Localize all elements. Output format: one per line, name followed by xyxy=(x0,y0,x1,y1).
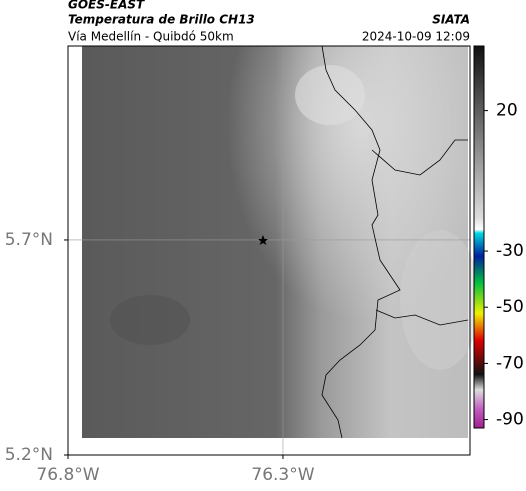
product: Temperatura de Brillo CH13 xyxy=(68,13,255,27)
x-tick-label: 76.8°W xyxy=(36,465,99,485)
region: Vía Medellín - Quibdó 50km xyxy=(68,30,234,44)
location-marker xyxy=(258,235,268,245)
colorbar xyxy=(473,45,485,429)
datetime: 2024-10-09 12:09 xyxy=(362,30,470,44)
y-tick-label: 5.2°N xyxy=(5,445,53,465)
x-tick-label: 76.3°W xyxy=(251,465,314,485)
borders xyxy=(321,45,469,439)
colorbar-tick-label: -70 xyxy=(496,353,524,373)
map-frame xyxy=(67,45,471,456)
source: SIATA xyxy=(432,13,470,27)
colorbar-tick-label: -90 xyxy=(496,410,524,430)
y-tick-label: 5.7°N xyxy=(5,230,53,250)
satellite-image xyxy=(82,46,480,438)
colorbar-tick-label: -30 xyxy=(496,241,524,261)
colorbar-tick-label: -50 xyxy=(496,297,524,317)
colorbar-tick-label: 20 xyxy=(496,101,518,121)
satellite: GOES-EAST xyxy=(68,0,145,12)
